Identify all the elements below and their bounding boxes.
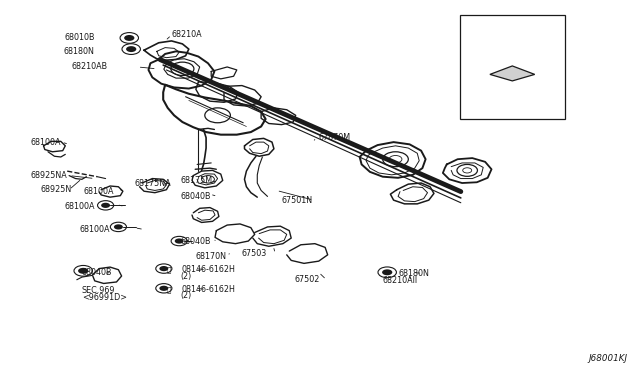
Polygon shape [490, 66, 535, 81]
Circle shape [175, 238, 184, 244]
Text: 68180N: 68180N [398, 269, 429, 278]
Bar [460, 15, 565, 119]
Circle shape [382, 269, 392, 275]
Text: 68040B: 68040B [82, 268, 113, 277]
Circle shape [126, 46, 136, 52]
Text: 08146-6162H: 08146-6162H [181, 285, 235, 294]
Text: 67870M: 67870M [319, 133, 351, 142]
Text: 67501N: 67501N [282, 196, 313, 205]
Text: Ⓑ: Ⓑ [166, 286, 171, 293]
Text: 68925N: 68925N [40, 185, 72, 194]
Circle shape [114, 224, 123, 230]
Text: 68100A: 68100A [83, 187, 114, 196]
Text: 68210AB: 68210AB [72, 62, 108, 71]
Circle shape [124, 35, 134, 41]
Text: 08146-6162H: 08146-6162H [181, 265, 235, 274]
Text: SEC.969: SEC.969 [82, 286, 115, 295]
Text: 68210AII: 68210AII [383, 276, 418, 285]
Text: 68100A: 68100A [31, 138, 61, 147]
Text: <96991D>: <96991D> [82, 293, 127, 302]
Text: 68175NA: 68175NA [134, 179, 171, 187]
Text: J68001KJ: J68001KJ [588, 354, 627, 363]
Text: (2): (2) [180, 291, 192, 300]
Circle shape [101, 203, 110, 208]
Circle shape [159, 266, 168, 271]
Text: 68175M: 68175M [180, 176, 212, 185]
Text: 68925NA: 68925NA [31, 171, 67, 180]
Text: Ⓑ: Ⓑ [166, 266, 171, 273]
Text: 68100A: 68100A [64, 202, 95, 211]
Text: 68100A: 68100A [79, 225, 110, 234]
Text: 68040B: 68040B [180, 237, 211, 246]
Text: 68010B: 68010B [64, 33, 95, 42]
Circle shape [159, 286, 168, 291]
Text: 68248: 68248 [500, 100, 525, 109]
Text: 68180N: 68180N [64, 47, 95, 56]
Text: (2): (2) [180, 272, 192, 280]
Text: 67503: 67503 [242, 249, 267, 258]
Text: W/GPS: W/GPS [467, 27, 494, 36]
Text: 68170N: 68170N [196, 252, 227, 261]
Text: 68040B: 68040B [180, 192, 211, 201]
Text: 67502: 67502 [294, 275, 320, 284]
Circle shape [78, 268, 88, 274]
Text: 68210A: 68210A [172, 31, 202, 39]
